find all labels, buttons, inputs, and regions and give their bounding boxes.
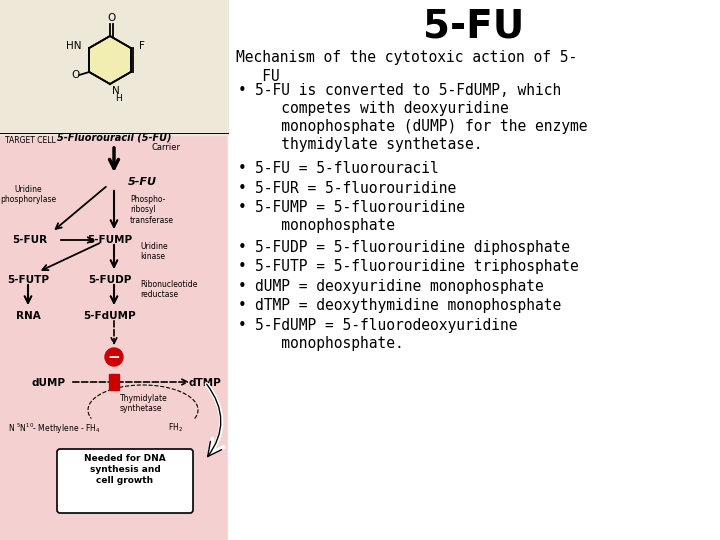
- Text: 5-FUR: 5-FUR: [12, 235, 48, 245]
- Text: 5-FU is converted to 5-FdUMP, which
   competes with deoxyuridine
   monophospha: 5-FU is converted to 5-FdUMP, which comp…: [255, 83, 588, 152]
- Text: FH$_2$: FH$_2$: [168, 422, 183, 435]
- Text: 5-FUTP = 5-fluorouridine triphosphate: 5-FUTP = 5-fluorouridine triphosphate: [255, 259, 579, 274]
- FancyBboxPatch shape: [57, 449, 193, 513]
- Text: dTMP = deoxythymidine monophosphate: dTMP = deoxythymidine monophosphate: [255, 298, 562, 313]
- Text: 5-Fluorouracil (5-FU): 5-Fluorouracil (5-FU): [57, 132, 171, 142]
- Bar: [228, 0, 720, 540]
- Text: 5-FdUMP: 5-FdUMP: [84, 311, 136, 321]
- Text: 5-FU = 5-fluorouracil: 5-FU = 5-fluorouracil: [255, 161, 438, 176]
- Text: •: •: [238, 161, 247, 176]
- Text: Needed for DNA
synthesis and
cell growth: Needed for DNA synthesis and cell growth: [84, 454, 166, 485]
- Text: 5-FUMP: 5-FUMP: [87, 235, 132, 245]
- Text: N $^5$N$^{10}$- Methylene - FH$_4$: N $^5$N$^{10}$- Methylene - FH$_4$: [8, 422, 101, 436]
- Text: •: •: [238, 240, 247, 254]
- Text: •: •: [238, 298, 247, 313]
- Text: •: •: [238, 83, 247, 98]
- Text: 5-FU: 5-FU: [423, 7, 525, 45]
- Text: •: •: [238, 181, 247, 196]
- Text: •: •: [238, 259, 247, 274]
- Text: TARGET CELL: TARGET CELL: [5, 136, 55, 145]
- Text: dUMP: dUMP: [31, 378, 65, 388]
- Text: −: −: [107, 349, 120, 364]
- Circle shape: [105, 348, 123, 366]
- Text: N: N: [112, 86, 120, 96]
- Text: dTMP: dTMP: [189, 378, 221, 388]
- Text: O: O: [71, 70, 79, 80]
- Text: 5-FUDP = 5-fluorouridine diphosphate: 5-FUDP = 5-fluorouridine diphosphate: [255, 240, 570, 254]
- FancyArrowPatch shape: [207, 384, 222, 456]
- Text: Ribonucleotide
reductase: Ribonucleotide reductase: [140, 280, 197, 299]
- Text: Carrier: Carrier: [152, 143, 181, 152]
- Text: H: H: [115, 94, 122, 103]
- Text: •: •: [238, 279, 247, 294]
- Text: F: F: [139, 41, 145, 51]
- Text: Uridine
kinase: Uridine kinase: [140, 242, 168, 261]
- Text: 5-FUR = 5-fluorouridine: 5-FUR = 5-fluorouridine: [255, 181, 456, 196]
- Text: 5-FU: 5-FU: [128, 177, 157, 187]
- Bar: [109, 374, 119, 390]
- Text: •: •: [238, 318, 247, 333]
- Text: 5-FUMP = 5-fluorouridine
   monophosphate: 5-FUMP = 5-fluorouridine monophosphate: [255, 200, 465, 233]
- Text: O: O: [107, 13, 116, 23]
- Text: HN: HN: [66, 41, 81, 51]
- Text: RNA: RNA: [16, 311, 40, 321]
- Text: 5-FUTP: 5-FUTP: [7, 275, 49, 285]
- Polygon shape: [89, 36, 131, 84]
- FancyArrowPatch shape: [207, 384, 223, 454]
- Text: 5-FdUMP = 5-fluorodeoxyuridine
   monophosphate.: 5-FdUMP = 5-fluorodeoxyuridine monophosp…: [255, 318, 518, 351]
- Text: Mechanism of the cytotoxic action of 5-
   FU: Mechanism of the cytotoxic action of 5- …: [236, 50, 577, 84]
- Text: dUMP = deoxyuridine monophosphate: dUMP = deoxyuridine monophosphate: [255, 279, 544, 294]
- Text: Uridine
phosphorylase: Uridine phosphorylase: [0, 185, 56, 205]
- Text: 5-FUDP: 5-FUDP: [89, 275, 132, 285]
- Text: •: •: [238, 200, 247, 215]
- Text: Phospho-
ribosyl
transferase: Phospho- ribosyl transferase: [130, 195, 174, 225]
- Bar: [0, 0, 228, 540]
- Text: Thymidylate
synthetase: Thymidylate synthetase: [120, 394, 168, 414]
- Bar: [0, 0, 228, 135]
